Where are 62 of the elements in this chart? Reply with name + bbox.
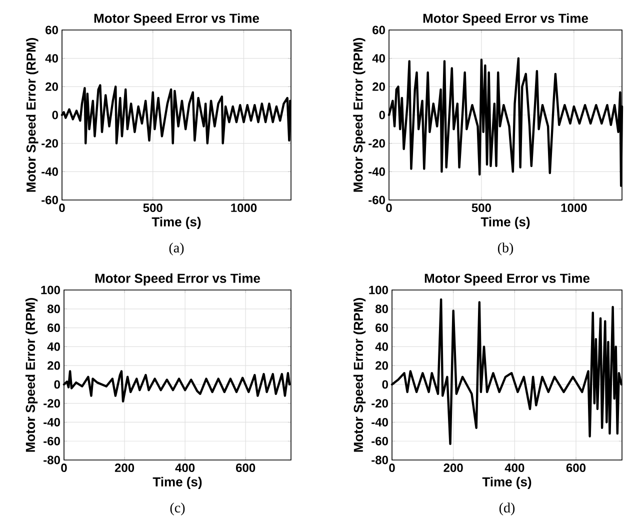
y-tick-label: 40 — [47, 342, 60, 351]
y-tick-label: 40 — [372, 54, 385, 63]
y-tick-label: 20 — [376, 361, 388, 370]
y-axis-title: Motor Speed Error (RPM) — [353, 38, 366, 192]
y-tick-label: 0 — [379, 110, 385, 120]
x-axis-title: Time (s) — [152, 476, 202, 490]
y-tick-label: -20 — [44, 399, 60, 408]
y-tick-label: 0 — [382, 380, 388, 389]
y-tick-label: 40 — [375, 342, 388, 351]
y-tick-label: 100 — [41, 286, 60, 294]
y-tick-label: 20 — [46, 82, 58, 91]
y-tick-label: 60 — [372, 26, 385, 34]
y-tick-label: 60 — [46, 26, 58, 34]
chart-title: Motor Speed Error vs Time — [424, 273, 590, 286]
x-tick-label: 500 — [143, 204, 162, 212]
x-axis-title: Time (s) — [480, 216, 530, 230]
y-tick-label: 0 — [54, 380, 60, 389]
y-tick-label: 80 — [376, 304, 388, 314]
x-tick-label: 200 — [444, 464, 463, 472]
x-tick-label: 500 — [472, 204, 491, 212]
y-axis-title: Motor Speed Error (RPM) — [25, 298, 38, 452]
x-axis-title: Time (s) — [482, 476, 532, 490]
y-tick-label: -40 — [368, 167, 385, 176]
x-tick-label: 0 — [61, 464, 67, 472]
x-axis-title: Time (s) — [152, 216, 201, 230]
y-tick-label: 100 — [369, 286, 388, 294]
y-tick-label: -60 — [372, 436, 388, 446]
y-axis-title: Motor Speed Error (RPM) — [26, 38, 38, 192]
x-tick-label: 1000 — [561, 204, 587, 212]
text: (a) — [169, 242, 184, 256]
y-tick-label: 20 — [372, 82, 385, 91]
chart-title: Motor Speed Error vs Time — [423, 13, 588, 26]
y-tick-label: -60 — [368, 196, 385, 204]
y-tick-label: -20 — [372, 399, 388, 408]
x-tick-label: 400 — [504, 464, 524, 472]
text: (d) — [499, 502, 515, 516]
x-tick-label: 600 — [236, 464, 256, 472]
y-tick-label: -40 — [42, 167, 58, 176]
x-tick-label: 0 — [389, 464, 395, 472]
text: (c) — [170, 502, 185, 516]
y-tick-label: 20 — [48, 361, 60, 370]
y-tick-label: -40 — [372, 418, 388, 426]
y-tick-label: -20 — [368, 139, 385, 148]
y-axis-title: Motor Speed Error (RPM) — [353, 298, 366, 452]
y-tick-label: 40 — [45, 54, 58, 63]
chart-title: Motor Speed Error vs Time — [95, 273, 260, 286]
y-tick-label: -60 — [44, 436, 60, 446]
text: (b) — [498, 242, 514, 256]
x-tick-label: 400 — [175, 464, 195, 472]
y-tick-label: -60 — [42, 196, 58, 204]
chart-title: Motor Speed Error vs Time — [94, 13, 260, 26]
x-tick-label: 200 — [114, 464, 134, 472]
y-tick-label: -40 — [44, 418, 60, 426]
x-tick-label: 1000 — [231, 204, 257, 212]
y-tick-label: -80 — [372, 456, 388, 464]
y-tick-label: 60 — [376, 324, 388, 332]
x-tick-label: 600 — [566, 464, 586, 472]
y-tick-label: -80 — [44, 456, 60, 464]
y-tick-label: 80 — [47, 304, 60, 314]
y-tick-label: 60 — [48, 324, 60, 332]
y-tick-label: 0 — [52, 110, 58, 120]
y-tick-label: -20 — [42, 139, 58, 148]
